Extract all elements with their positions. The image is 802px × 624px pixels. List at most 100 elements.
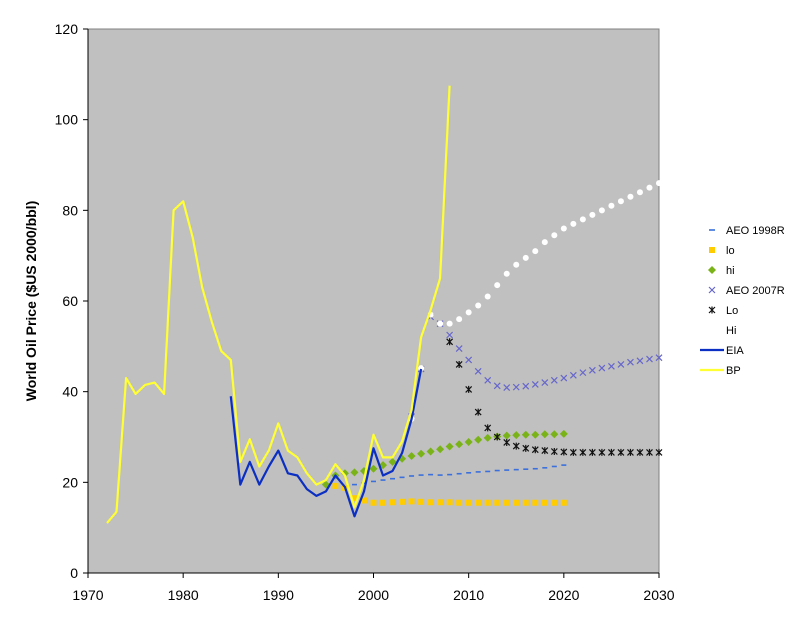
y-tick-label: 100 xyxy=(55,112,79,128)
data-point xyxy=(380,499,387,506)
axes-layer: 0 20 40 60 80 100 120 1970 1980 1990 2000 2010 2020 2… xyxy=(55,21,675,603)
legend-label: Hi xyxy=(726,325,736,337)
data-point xyxy=(636,357,644,365)
data-point xyxy=(636,448,644,456)
x-tick-label: 2020 xyxy=(548,587,579,603)
data-point xyxy=(627,358,634,366)
data-point xyxy=(560,225,567,232)
data-point xyxy=(418,365,425,372)
data-point xyxy=(656,180,662,187)
data-point xyxy=(388,457,397,466)
x-tick-label: 2010 xyxy=(453,587,484,603)
data-point xyxy=(627,193,634,200)
series-bp xyxy=(106,85,451,524)
legend-item-lo: Lo xyxy=(708,305,738,317)
legend-label: AEO 1998R xyxy=(726,225,785,237)
y-tick-label: 0 xyxy=(70,565,78,581)
data-point xyxy=(598,207,605,214)
data-point xyxy=(569,448,577,456)
data-point xyxy=(493,433,501,441)
data-point xyxy=(617,361,625,368)
legend-item-hi: hi xyxy=(708,265,735,277)
legend-item-aeo-1998r: AEO 1998R xyxy=(709,225,785,237)
legend-label: BP xyxy=(726,365,741,377)
data-point xyxy=(445,442,454,451)
data-point xyxy=(522,254,529,261)
data-point xyxy=(456,499,463,506)
data-point xyxy=(513,261,520,268)
data-point xyxy=(550,376,558,384)
y-tick-label: 20 xyxy=(62,474,78,490)
data-point xyxy=(532,248,539,255)
data-point xyxy=(513,499,520,506)
data-point xyxy=(589,211,596,218)
data-point xyxy=(437,499,444,506)
data-point xyxy=(484,376,492,384)
data-point xyxy=(408,498,415,505)
data-point xyxy=(521,430,530,439)
data-point xyxy=(551,499,558,506)
data-point xyxy=(522,444,530,452)
legend-label: AEO 2007R xyxy=(726,285,785,297)
data-point xyxy=(541,379,549,387)
data-point xyxy=(503,499,510,506)
y-axis-label: World Oil Price ($US 2000/bbl) xyxy=(23,201,39,401)
data-point xyxy=(475,302,482,309)
data-point xyxy=(456,316,463,323)
data-point xyxy=(579,216,586,223)
data-point xyxy=(560,448,568,456)
legend-item-aeo-2007r: AEO 2007R xyxy=(708,285,785,297)
data-point xyxy=(446,331,454,339)
data-point xyxy=(427,499,434,506)
series-line-bp xyxy=(106,85,451,524)
data-point xyxy=(484,293,491,300)
data-point xyxy=(570,220,577,227)
data-point xyxy=(598,448,606,456)
data-point xyxy=(455,345,463,353)
data-point xyxy=(627,448,634,456)
x-tick-label: 1990 xyxy=(263,587,294,603)
x-tick-label: 2030 xyxy=(643,587,674,603)
data-point xyxy=(437,320,444,327)
data-point xyxy=(560,374,568,382)
data-point xyxy=(541,239,548,246)
legend-item-bp: BP xyxy=(700,365,741,377)
legend-label: lo xyxy=(726,245,735,257)
data-point xyxy=(531,380,539,388)
data-point xyxy=(617,198,624,205)
data-point xyxy=(532,499,539,506)
data-point xyxy=(465,309,472,316)
data-point xyxy=(531,446,539,454)
data-point xyxy=(512,431,521,440)
legend-item-eia: EIA xyxy=(700,345,744,357)
x-tick-label: 2000 xyxy=(358,587,389,603)
data-point xyxy=(541,447,549,455)
data-point xyxy=(608,202,615,209)
data-point xyxy=(446,499,453,506)
data-point xyxy=(588,366,596,374)
data-point xyxy=(484,499,491,506)
data-point xyxy=(551,232,558,239)
data-point xyxy=(502,431,511,440)
legend-swatch xyxy=(709,327,715,333)
data-point xyxy=(446,338,454,346)
data-point xyxy=(332,482,339,489)
data-point xyxy=(475,499,482,506)
data-point xyxy=(646,448,653,456)
data-point xyxy=(512,442,520,450)
data-point xyxy=(455,440,464,449)
data-point xyxy=(512,383,520,391)
data-point xyxy=(531,430,540,439)
series-eia xyxy=(229,368,423,518)
x-tick-label: 1980 xyxy=(168,587,199,603)
data-point xyxy=(474,408,482,416)
plot-area xyxy=(87,28,660,574)
data-point xyxy=(340,469,349,478)
y-tick-label: 40 xyxy=(62,384,78,400)
data-point xyxy=(607,448,615,456)
series-line-eia xyxy=(229,368,423,518)
data-point xyxy=(484,424,492,432)
data-point xyxy=(569,371,577,379)
data-point xyxy=(389,499,396,506)
data-point xyxy=(351,495,358,502)
